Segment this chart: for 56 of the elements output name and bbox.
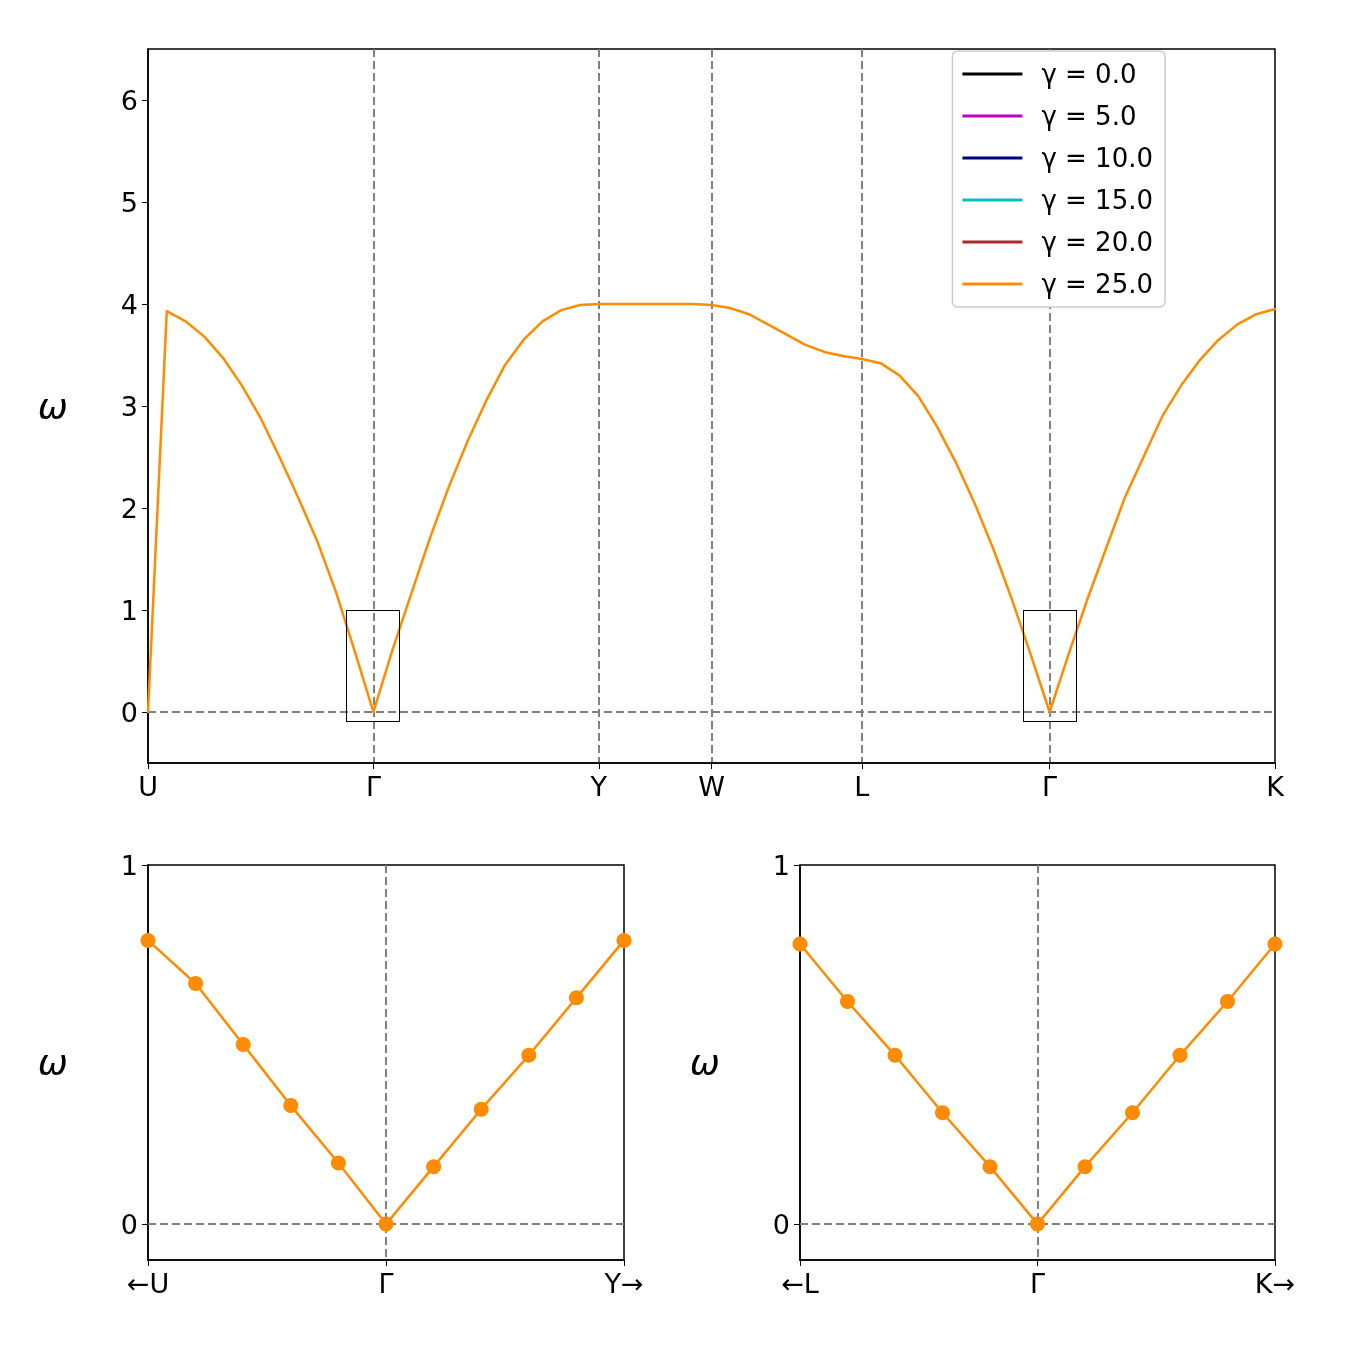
y-axis-title: ω [37, 385, 68, 427]
point [283, 1098, 299, 1114]
y-tick-label: 1 [120, 849, 138, 881]
y-tick-label: 6 [120, 84, 138, 116]
point [935, 1105, 950, 1121]
point [616, 932, 632, 948]
x-tick-label: Y→ [603, 1268, 644, 1299]
point [1220, 993, 1235, 1009]
legend-label: γ = 20.0 [1041, 227, 1153, 257]
x-tick-label: ←U [126, 1268, 170, 1299]
y-tick-label: 4 [120, 288, 138, 320]
point [982, 1159, 998, 1175]
point [473, 1101, 489, 1117]
legend-label: γ = 0.0 [1041, 59, 1137, 89]
legend-label: γ = 25.0 [1041, 269, 1153, 299]
point [1125, 1105, 1140, 1121]
legend-label: γ = 10.0 [1041, 143, 1153, 173]
y-tick-label: 0 [120, 696, 138, 728]
x-tick-label: K [1266, 771, 1286, 802]
point [378, 1216, 394, 1232]
point [1267, 936, 1283, 952]
x-tick-label: Y [589, 771, 608, 802]
x-tick-label: Γ [1042, 771, 1058, 802]
x-tick-label: W [698, 771, 725, 802]
y-axis-title: ω [37, 1042, 68, 1083]
point [521, 1047, 537, 1063]
y-tick-label: 1 [120, 594, 138, 626]
y-tick-label: 0 [120, 1208, 138, 1240]
x-tick-label: Γ [1029, 1268, 1046, 1299]
legend-label: γ = 5.0 [1041, 101, 1137, 131]
y-tick-label: 2 [120, 492, 138, 524]
x-tick-label: L [854, 771, 870, 802]
x-tick-label: Γ [365, 771, 381, 802]
x-tick-label: ←L [781, 1268, 819, 1299]
point [568, 990, 584, 1006]
point [140, 932, 156, 948]
x-tick-label: K→ [1254, 1268, 1296, 1299]
x-tick-label: U [138, 771, 158, 802]
legend-label: γ = 15.0 [1041, 185, 1153, 215]
point [1030, 1216, 1045, 1232]
y-tick-label: 1 [772, 849, 790, 881]
point [188, 976, 204, 991]
point [426, 1159, 442, 1175]
line-series [146, 302, 1277, 714]
y-tick-label: 3 [120, 390, 138, 422]
y-axis-title: ω [689, 1042, 720, 1083]
y-tick-label: 0 [772, 1208, 790, 1240]
point [1172, 1047, 1188, 1063]
point [1077, 1159, 1093, 1175]
point [840, 993, 855, 1009]
y-tick-label: 5 [120, 186, 138, 218]
x-tick-label: Γ [378, 1268, 394, 1299]
point [792, 936, 808, 952]
point [235, 1037, 251, 1053]
point [887, 1047, 903, 1063]
point [330, 1155, 346, 1171]
